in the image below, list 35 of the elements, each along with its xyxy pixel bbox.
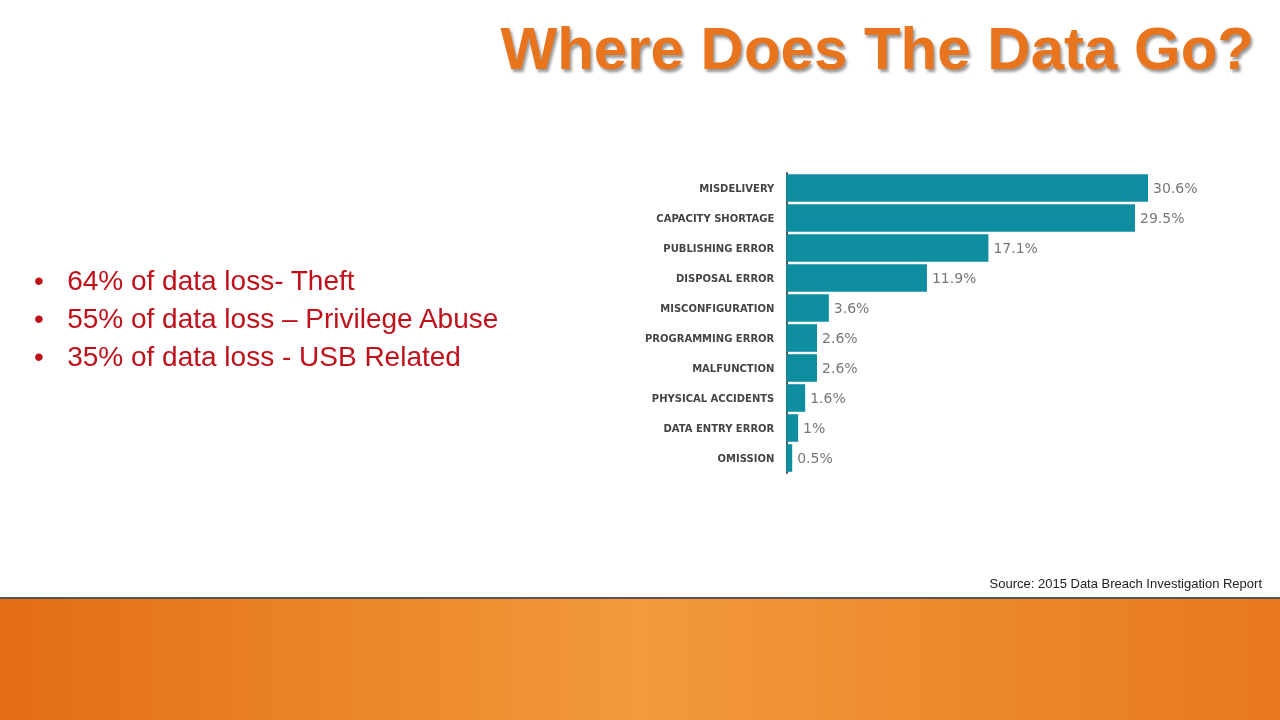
bar bbox=[786, 324, 818, 352]
chart-title: Where Does The Data Go? bbox=[500, 14, 1254, 83]
bar bbox=[786, 384, 806, 412]
data-label: 0.5% bbox=[797, 450, 833, 466]
bar bbox=[786, 444, 793, 472]
bar bbox=[786, 234, 989, 262]
bar bbox=[786, 414, 799, 442]
data-label: 29.5% bbox=[1139, 210, 1185, 226]
data-label: 30.6% bbox=[1152, 180, 1198, 196]
y-tick-label: CAPACITY SHORTAGE bbox=[656, 212, 775, 224]
y-tick-label: DATA ENTRY ERROR bbox=[663, 422, 775, 434]
text: • 55% of data loss – Privilege Abuse bbox=[34, 302, 499, 336]
data-label: 3.6% bbox=[833, 300, 870, 316]
text: • 35% of data loss - USB Related bbox=[34, 340, 462, 374]
y-tick-label: MISDELIVERY bbox=[699, 182, 776, 194]
data-label: 17.1% bbox=[993, 240, 1038, 256]
text: • 64% of data loss- Theft bbox=[34, 264, 356, 298]
y-tick-label: PROGRAMMING ERROR bbox=[645, 332, 775, 344]
y-tick-label: OMISSION bbox=[717, 452, 775, 464]
bar bbox=[786, 354, 818, 382]
data-label: 2.6% bbox=[822, 360, 858, 376]
bar bbox=[786, 204, 1135, 232]
bar bbox=[786, 174, 1148, 202]
data-label: 11.9% bbox=[931, 270, 977, 286]
y-tick-label: MISCONFIGURATION bbox=[660, 302, 775, 314]
source-note: Source: 2015 Data Breach Investigation Report bbox=[989, 576, 1262, 591]
data-label: 1% bbox=[803, 420, 826, 436]
y-tick-label: MALFUNCTION bbox=[692, 362, 775, 374]
data-label: 2.6% bbox=[822, 330, 858, 346]
y-tick-label: PHYSICAL ACCIDENTS bbox=[651, 392, 775, 404]
y-tick-label: PUBLISHING ERROR bbox=[663, 242, 775, 254]
bar bbox=[786, 294, 829, 322]
data-label: 1.6% bbox=[810, 390, 846, 406]
bar bbox=[786, 264, 927, 292]
y-tick-label: DISPOSAL ERROR bbox=[676, 272, 775, 284]
